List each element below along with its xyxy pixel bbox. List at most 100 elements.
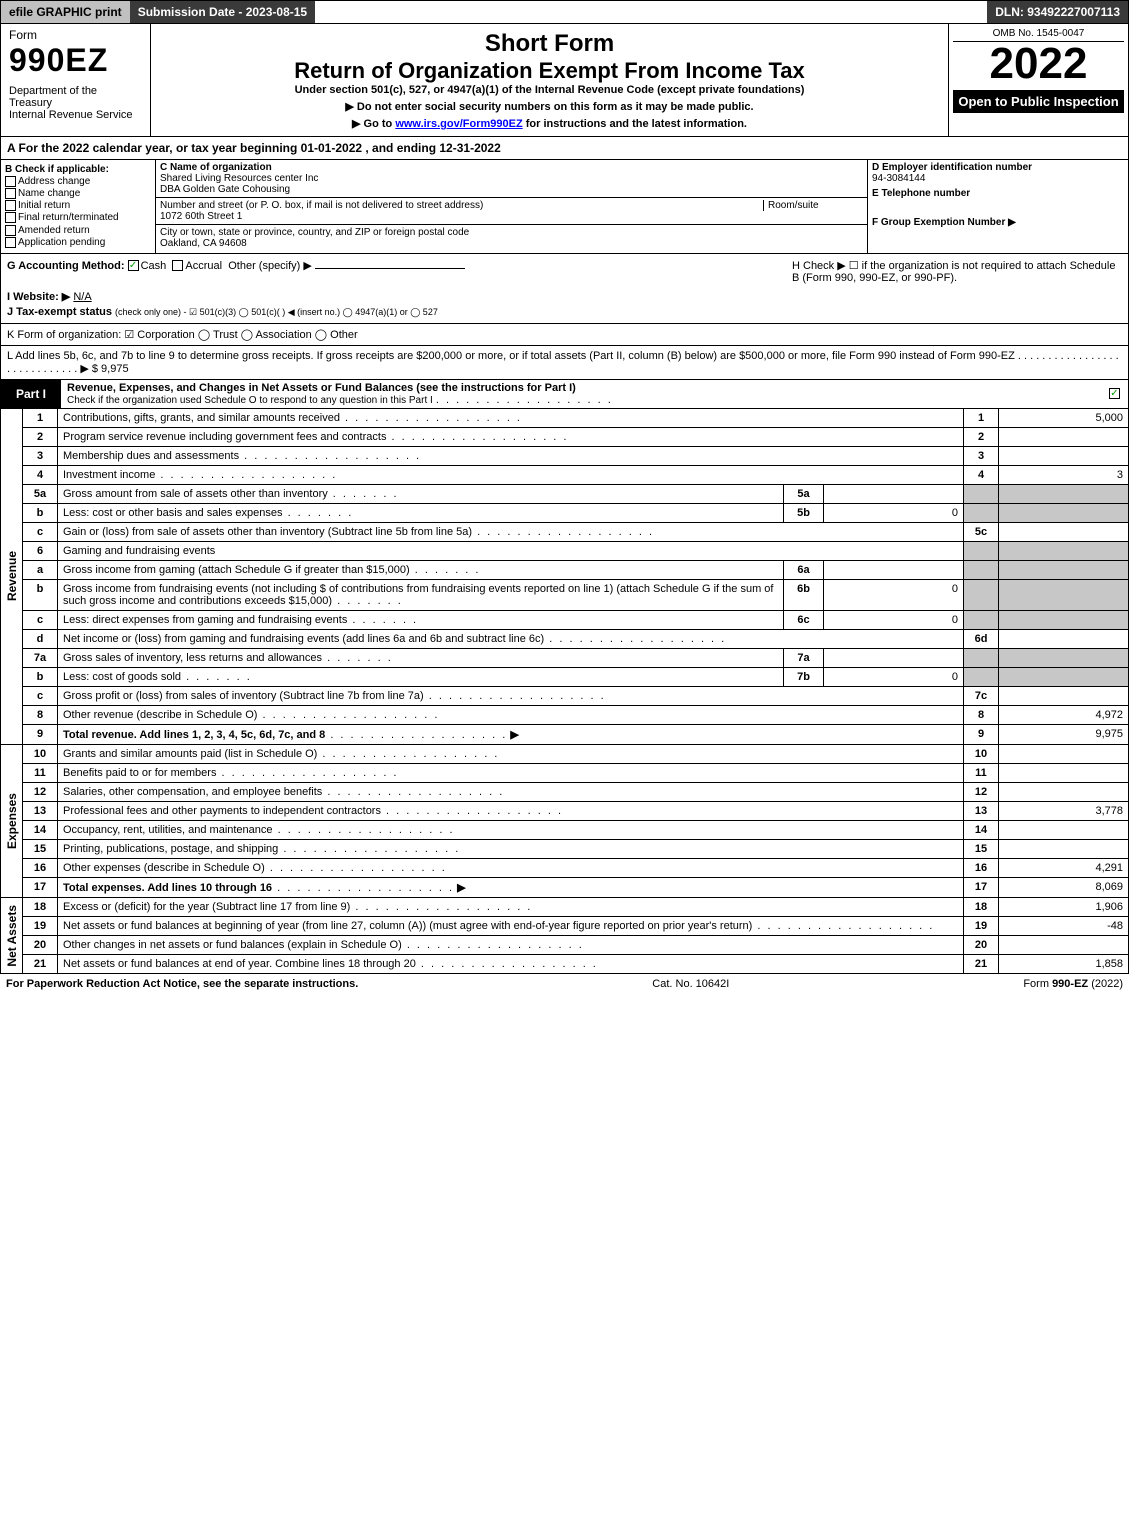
form-label: Form (9, 28, 142, 42)
form-number: 990EZ (9, 42, 142, 79)
line-row: 19Net assets or fund balances at beginni… (23, 916, 1129, 935)
line-row: 2Program service revenue including gover… (23, 427, 1129, 446)
line-desc: Printing, publications, postage, and shi… (58, 839, 964, 858)
part1-label: Part I (1, 380, 61, 408)
expenses-table: 10Grants and similar amounts paid (list … (22, 745, 1129, 898)
line-row: 12Salaries, other compensation, and empl… (23, 782, 1129, 801)
j-rest: (check only one) - ☑ 501(c)(3) ◯ 501(c)(… (115, 307, 438, 317)
chk-name[interactable]: Name change (5, 188, 151, 199)
line-rnum-grey (964, 579, 999, 610)
line-val: 4,972 (999, 705, 1129, 724)
org-dba: DBA Golden Gate Cohousing (160, 184, 863, 195)
line-midval (824, 560, 964, 579)
line-row: 13Professional fees and other payments t… (23, 801, 1129, 820)
ein-label: D Employer identification number (872, 162, 1124, 173)
chk-accrual[interactable] (172, 260, 183, 271)
chk-pending-label: Application pending (18, 237, 105, 248)
line-row: 17Total expenses. Add lines 10 through 1… (23, 877, 1129, 897)
line-rnum-grey (964, 648, 999, 667)
website-val: N/A (73, 291, 91, 303)
cash-label: Cash (141, 260, 167, 272)
row-k: K Form of organization: ☑ Corporation ◯ … (0, 324, 1129, 346)
line-number: 10 (23, 745, 58, 764)
chk-cash[interactable] (128, 260, 139, 271)
ein-val: 94-3084144 (872, 173, 1124, 184)
line-desc: Net income or (loss) from gaming and fun… (58, 629, 964, 648)
line-val: 1,858 (999, 954, 1129, 973)
line-midnum: 7a (784, 648, 824, 667)
line-rnum: 10 (964, 745, 999, 764)
line-number: 7a (23, 648, 58, 667)
line-desc: Net assets or fund balances at end of ye… (58, 954, 964, 973)
line-number: 11 (23, 763, 58, 782)
netassets-table: 18Excess or (deficit) for the year (Subt… (22, 898, 1129, 974)
line-desc: Gross sales of inventory, less returns a… (58, 648, 784, 667)
line-val-grey (999, 648, 1129, 667)
under-section: Under section 501(c), 527, or 4947(a)(1)… (161, 84, 938, 96)
tel-val (872, 199, 1124, 213)
line-number: 13 (23, 801, 58, 820)
short-form-title: Short Form (161, 30, 938, 58)
line-val (999, 820, 1129, 839)
line-midnum: 7b (784, 667, 824, 686)
line-rnum: 3 (964, 446, 999, 465)
expenses-sidelabel-text: Expenses (5, 793, 19, 849)
line-midnum: 6c (784, 610, 824, 629)
chk-initial[interactable]: Initial return (5, 200, 151, 211)
line-number: 18 (23, 898, 58, 917)
line-midval: 0 (824, 579, 964, 610)
footer-right-pre: Form (1023, 978, 1052, 990)
line-rnum: 11 (964, 763, 999, 782)
tax-year: 2022 (953, 42, 1124, 86)
line-row: 9Total revenue. Add lines 1, 2, 3, 4, 5c… (23, 724, 1129, 744)
accrual-label: Accrual (185, 260, 222, 272)
org-name-block: C Name of organization Shared Living Res… (156, 160, 867, 198)
line-val (999, 686, 1129, 705)
line-number: 14 (23, 820, 58, 839)
line-desc: Occupancy, rent, utilities, and maintena… (58, 820, 964, 839)
netassets-section: Net Assets 18Excess or (deficit) for the… (0, 898, 1129, 974)
row-h: H Check ▶ ☐ if the organization is not r… (792, 259, 1122, 284)
line-rnum: 7c (964, 686, 999, 705)
line-val: 5,000 (999, 409, 1129, 428)
line-val: 4,291 (999, 858, 1129, 877)
part1-header-row: Part I Revenue, Expenses, and Changes in… (0, 380, 1129, 409)
row-i: I Website: ▶ N/A (7, 290, 1122, 303)
org-name: Shared Living Resources center Inc (160, 173, 863, 184)
part1-checkbox[interactable] (1109, 388, 1120, 399)
line-val: 9,975 (999, 724, 1129, 744)
row-l: L Add lines 5b, 6c, and 7b to line 9 to … (0, 346, 1129, 380)
line-val-grey (999, 579, 1129, 610)
footer-mid: Cat. No. 10642I (652, 978, 729, 990)
line-rnum: 1 (964, 409, 999, 428)
line-number: 5a (23, 484, 58, 503)
line-desc: Total expenses. Add lines 10 through 16 (58, 877, 964, 897)
chk-final[interactable]: Final return/terminated (5, 212, 151, 223)
grp-label: F Group Exemption Number ▶ (872, 217, 1124, 228)
chk-address[interactable]: Address change (5, 176, 151, 187)
line-desc: Other revenue (describe in Schedule O) (58, 705, 964, 724)
line-row: cGain or (loss) from sale of assets othe… (23, 522, 1129, 541)
line-rnum-grey (964, 503, 999, 522)
line-val: 8,069 (999, 877, 1129, 897)
line-row: 4Investment income43 (23, 465, 1129, 484)
line-number: 9 (23, 724, 58, 744)
line-rnum: 19 (964, 916, 999, 935)
chk-amended[interactable]: Amended return (5, 225, 151, 236)
line-desc: Contributions, gifts, grants, and simila… (58, 409, 964, 428)
footer-left: For Paperwork Reduction Act Notice, see … (6, 978, 358, 990)
irs-link[interactable]: www.irs.gov/Form990EZ (395, 118, 522, 130)
chk-final-label: Final return/terminated (18, 213, 119, 224)
chk-pending[interactable]: Application pending (5, 237, 151, 248)
line-number: b (23, 667, 58, 686)
line-rnum: 15 (964, 839, 999, 858)
i-label: I Website: ▶ (7, 291, 70, 303)
line-desc: Benefits paid to or for members (58, 763, 964, 782)
line-row: cGross profit or (loss) from sales of in… (23, 686, 1129, 705)
row-g: G Accounting Method: Cash Accrual Other … (7, 259, 792, 284)
line-row: 20Other changes in net assets or fund ba… (23, 935, 1129, 954)
efile-label[interactable]: efile GRAPHIC print (1, 1, 130, 23)
revenue-sidelabel: Revenue (0, 409, 22, 745)
other-label: Other (specify) ▶ (228, 260, 312, 272)
line-desc: Professional fees and other payments to … (58, 801, 964, 820)
